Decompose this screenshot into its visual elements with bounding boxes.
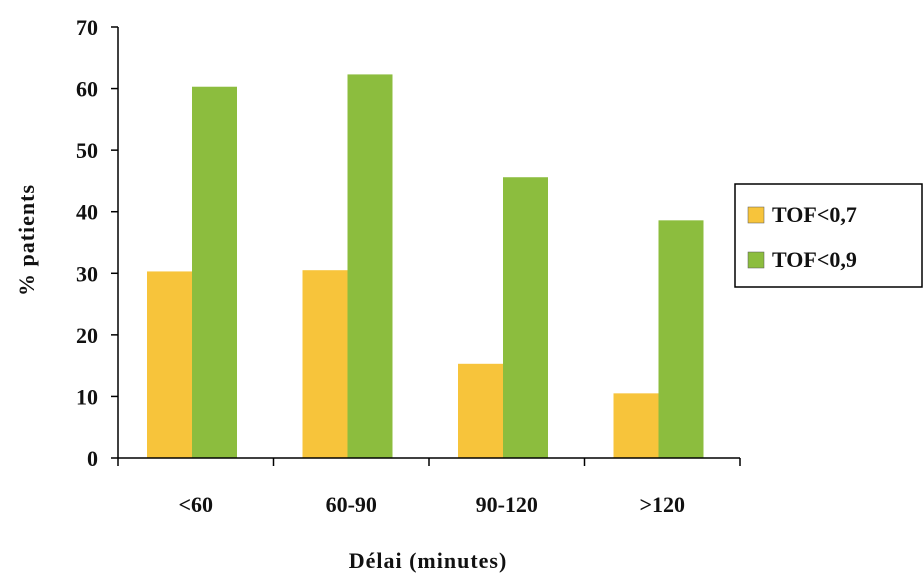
y-axis-title: % patients	[14, 184, 39, 296]
legend-box	[734, 183, 923, 288]
y-tick-label: 0	[87, 446, 98, 471]
x-tick-label: 60-90	[326, 492, 377, 517]
x-tick-label: <60	[178, 492, 213, 517]
legend-swatch-tof-0-9	[747, 251, 765, 269]
bar-tof-0-7-2	[458, 363, 503, 458]
x-tick-label: >120	[639, 492, 685, 517]
legend: TOF<0,7 TOF<0,9	[734, 183, 923, 288]
y-tick-label: 70	[76, 15, 98, 40]
x-ticks: <60 60-90 90-120 >120	[117, 458, 741, 517]
legend-swatch-tof-0-7	[747, 206, 765, 224]
bars-group	[147, 74, 704, 458]
bar-tof-0-9-2	[503, 177, 548, 458]
bar-tof-0-7-3	[613, 393, 659, 458]
y-ticks: 0 10 20 30 40 50 60 70	[76, 15, 118, 471]
bar-tof-0-9-1	[347, 74, 393, 458]
x-tick-label: 90-120	[476, 492, 538, 517]
y-tick-label: 30	[76, 261, 98, 286]
plot-area: 0 10 20 30 40 50 60 70 <60 60-90 90-120 >120	[76, 15, 741, 517]
legend-label-tof-0-7: TOF<0,7	[772, 202, 857, 227]
x-axis-title: Délai (minutes)	[349, 548, 508, 573]
bar-tof-0-7-1	[302, 270, 348, 458]
y-tick-label: 50	[76, 138, 98, 163]
y-tick-label: 10	[76, 384, 98, 409]
bar-tof-0-9-3	[658, 220, 704, 458]
bar-tof-0-7-0	[147, 271, 192, 458]
y-tick-label: 20	[76, 323, 98, 348]
y-tick-label: 60	[76, 77, 98, 102]
legend-label-tof-0-9: TOF<0,9	[772, 247, 857, 272]
bar-tof-0-9-0	[192, 86, 237, 458]
y-tick-label: 40	[76, 200, 98, 225]
